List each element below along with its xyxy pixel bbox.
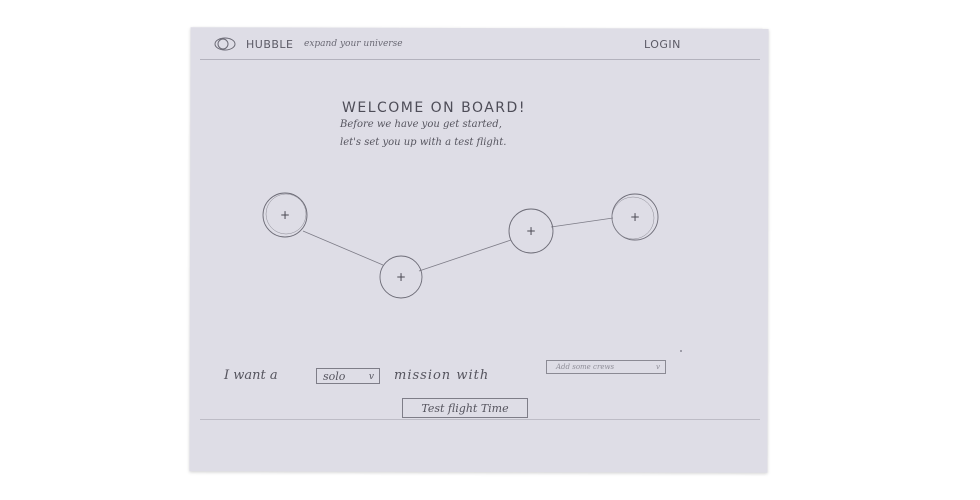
pencil-mark bbox=[680, 350, 682, 352]
mission-type-value: solo bbox=[323, 370, 346, 383]
plus-icon: + bbox=[280, 208, 290, 222]
brand-tagline: expand your universe bbox=[304, 39, 403, 49]
login-link[interactable]: LOGIN bbox=[644, 38, 681, 51]
mission-middle-text: mission with bbox=[394, 368, 490, 383]
header-divider bbox=[200, 59, 760, 60]
intro-line-2: let's set you up with a test flight. bbox=[340, 137, 507, 148]
path-node-3[interactable]: + bbox=[508, 208, 554, 254]
path-connector bbox=[550, 217, 614, 228]
chevron-down-icon: v bbox=[656, 363, 660, 371]
crew-select-placeholder: Add some crews bbox=[556, 363, 615, 371]
welcome-heading: WELCOME ON BOARD! bbox=[342, 100, 526, 116]
plus-icon: + bbox=[526, 224, 536, 238]
path-node-4[interactable]: + bbox=[611, 193, 659, 241]
intro-line-1: Before we have you get started, bbox=[340, 119, 502, 130]
chevron-down-icon: v bbox=[368, 372, 374, 382]
mission-lead-text: I want a bbox=[224, 368, 278, 383]
path-node-1[interactable]: + bbox=[262, 192, 308, 238]
brand-name[interactable]: HUBBLE bbox=[246, 38, 294, 51]
plus-icon: + bbox=[630, 210, 640, 224]
crew-select[interactable]: Add some crews v bbox=[546, 360, 666, 374]
mission-path-diagram: + + + + bbox=[262, 192, 659, 299]
path-connector bbox=[302, 230, 384, 266]
footer-divider bbox=[200, 419, 760, 420]
path-node-2[interactable]: + bbox=[379, 255, 423, 299]
plus-icon: + bbox=[396, 270, 406, 284]
test-flight-button[interactable]: Test flight Time bbox=[402, 398, 528, 418]
planet-logo-icon[interactable] bbox=[214, 37, 236, 51]
path-connector bbox=[418, 239, 512, 272]
mission-type-select[interactable]: solo v bbox=[316, 368, 380, 384]
